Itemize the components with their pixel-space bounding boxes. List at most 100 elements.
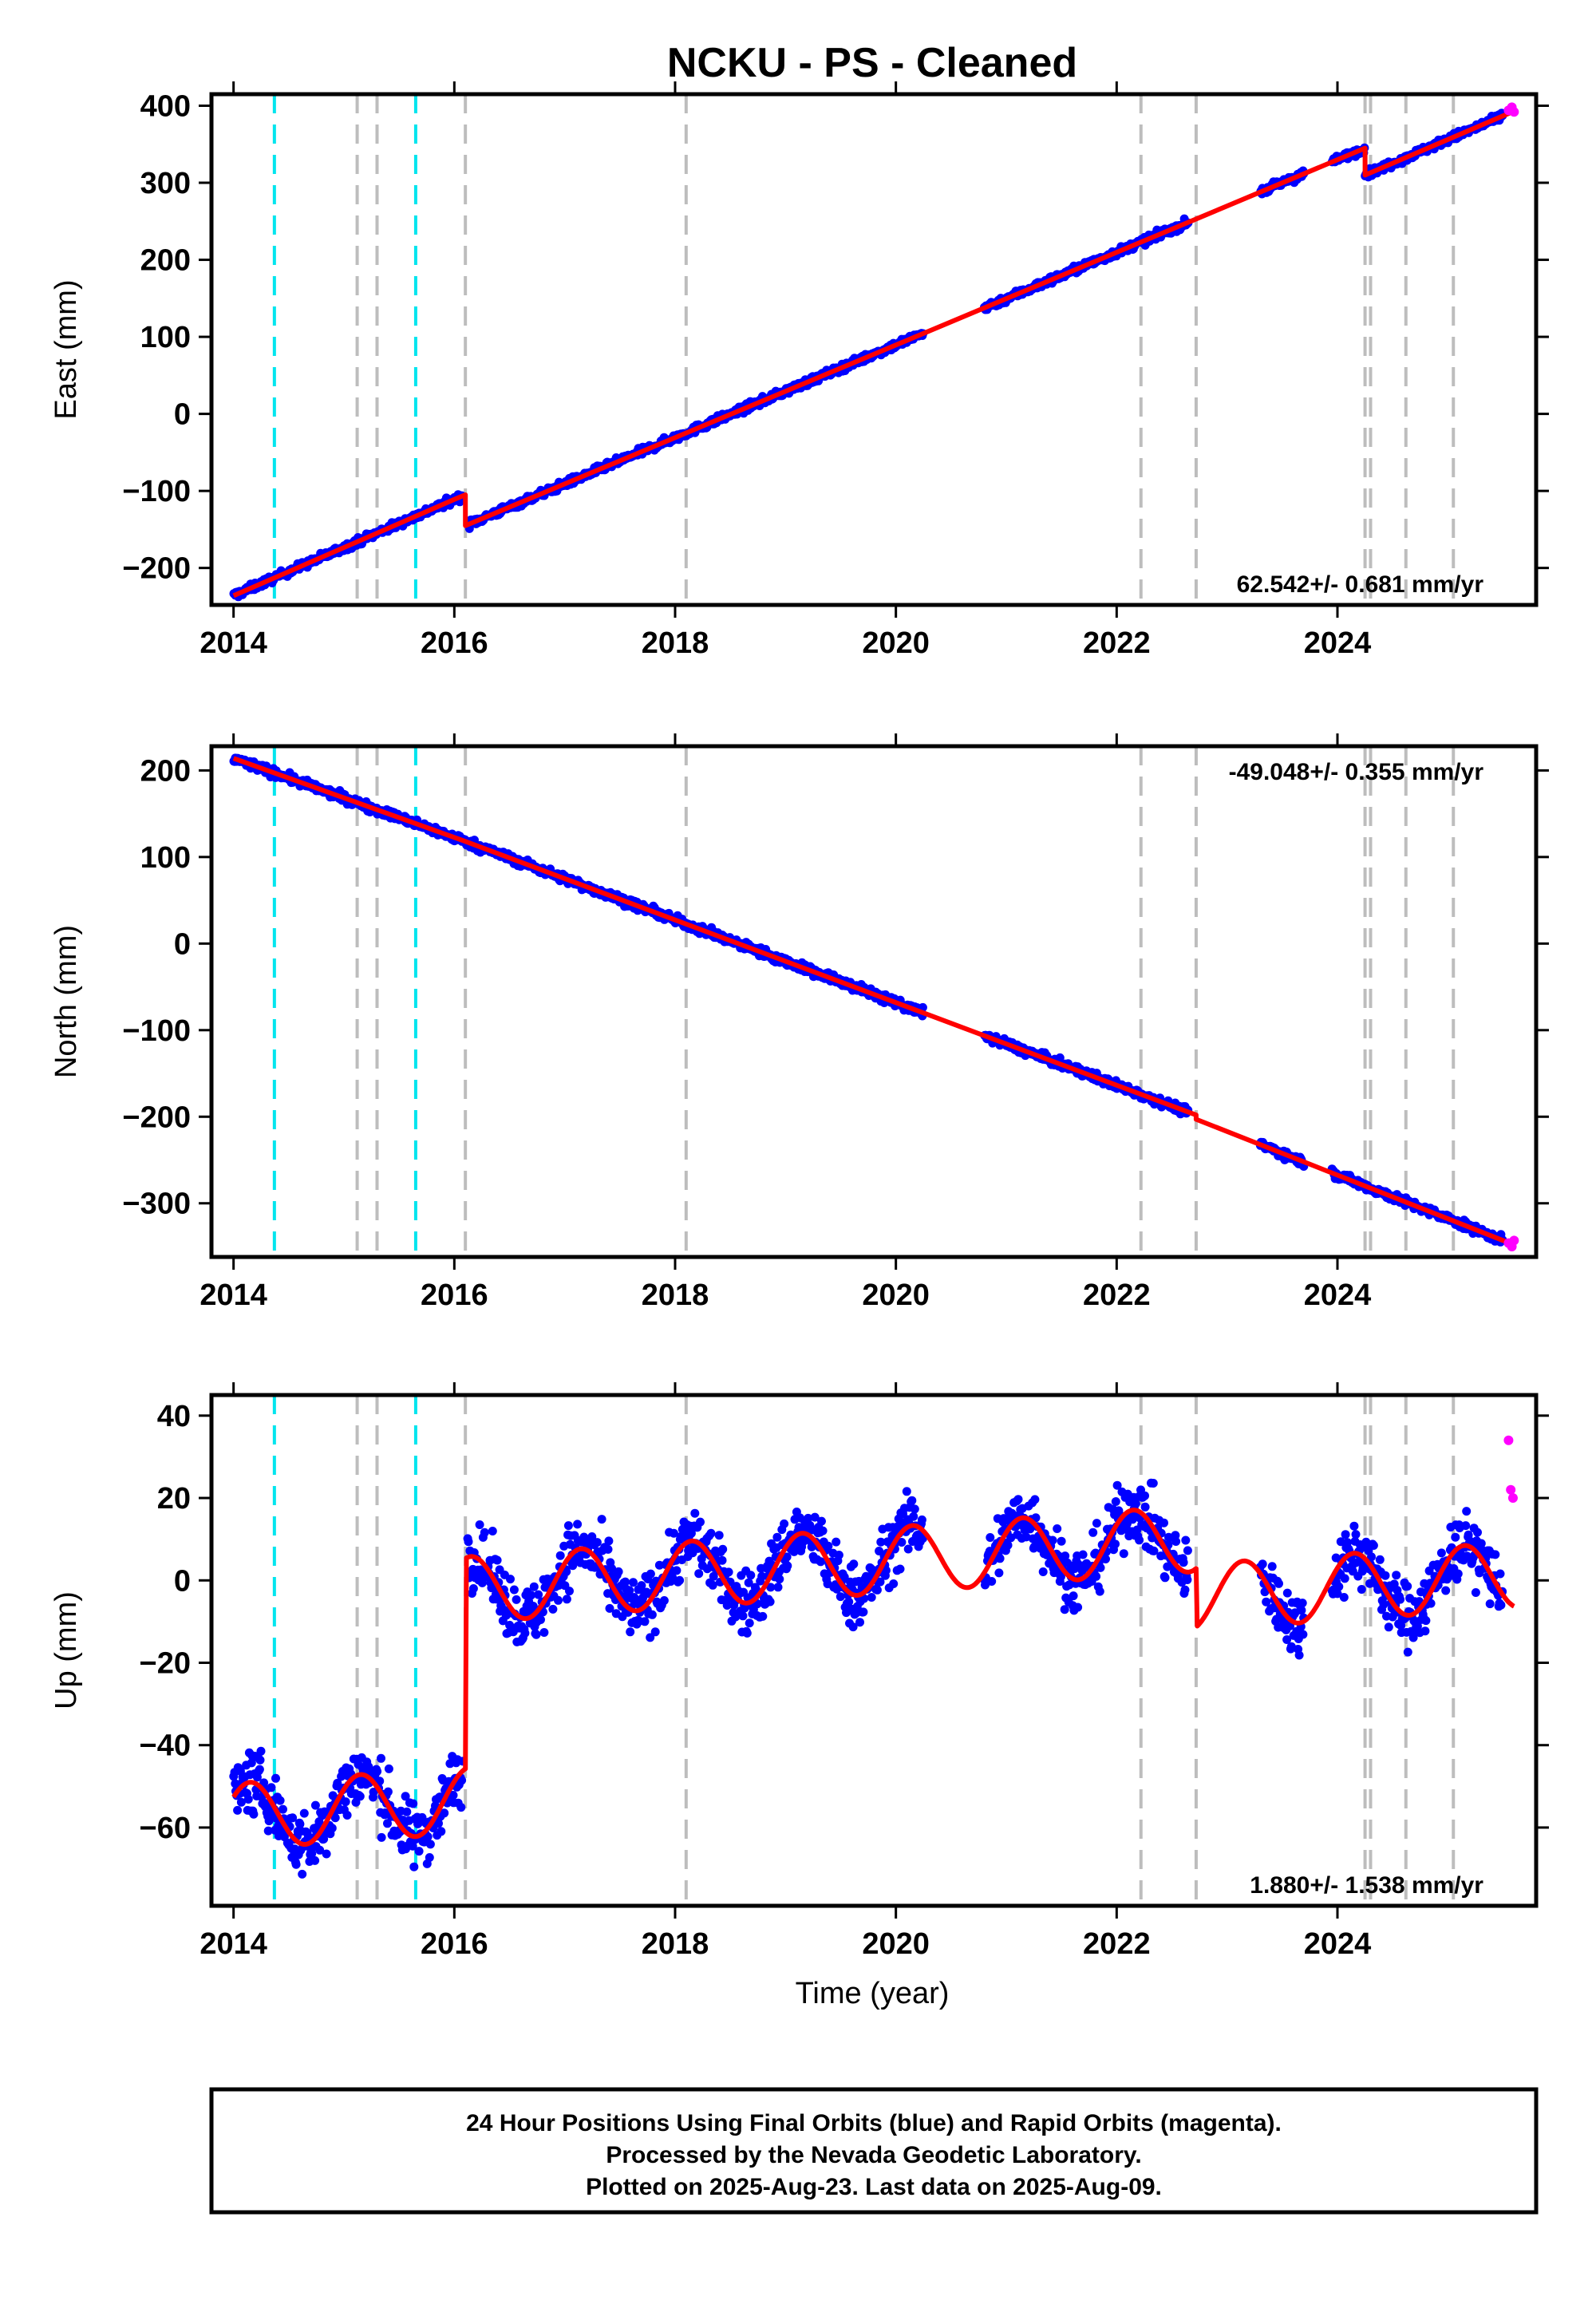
up-rapid-point-1	[1506, 1484, 1516, 1495]
up-point-63	[275, 1796, 285, 1805]
up-point-24	[247, 1758, 256, 1768]
up-point-243	[408, 1841, 417, 1851]
up-point-920	[910, 1504, 919, 1514]
up-rapid-point-2	[1507, 1493, 1518, 1504]
up-point-1111	[1111, 1497, 1120, 1506]
up-point-27	[249, 1809, 259, 1819]
up-point-646	[709, 1571, 718, 1581]
up-point-1342	[1381, 1571, 1390, 1580]
up-point-654	[714, 1531, 724, 1540]
up-point-526	[621, 1577, 630, 1587]
up-point-747	[783, 1561, 792, 1571]
up-point-298	[448, 1791, 458, 1800]
up-point-37	[256, 1746, 266, 1756]
east-ytick-label--200: −200	[122, 552, 191, 586]
up-point-1287	[1340, 1574, 1349, 1583]
up-point-1310	[1357, 1585, 1366, 1594]
up-point-264	[423, 1832, 433, 1841]
up-point-548	[637, 1581, 646, 1591]
up-point-1097	[1101, 1555, 1110, 1563]
up-point-346	[488, 1527, 497, 1535]
up-point-504	[604, 1536, 614, 1546]
east-xtick-label-2016: 2016	[421, 626, 488, 660]
up-point-1302	[1351, 1530, 1361, 1539]
up-plot-area	[229, 1395, 1518, 1906]
up-point-1143	[1135, 1535, 1144, 1545]
up-point-918	[909, 1512, 918, 1521]
up-point-1193	[1171, 1537, 1181, 1546]
up-point-51	[267, 1783, 276, 1792]
up-xtick-label-2024: 2024	[1304, 1927, 1372, 1961]
up-point-390	[520, 1628, 530, 1638]
north-ytick-label--100: −100	[122, 1014, 191, 1048]
north-xtick-label-2014: 2014	[200, 1279, 267, 1312]
up-xtick-label-2020: 2020	[862, 1927, 930, 1961]
up-point-210	[383, 1787, 393, 1796]
up-point-795	[818, 1526, 828, 1535]
up-point-1037	[1057, 1536, 1066, 1546]
up-point-1042	[1061, 1551, 1070, 1561]
north-xtick-label-2018: 2018	[642, 1279, 709, 1312]
up-point-1178	[1160, 1573, 1170, 1583]
up-point-402	[529, 1582, 539, 1591]
up-point-667	[724, 1567, 733, 1577]
up-ytick-label-0: 0	[174, 1564, 191, 1598]
up-point-689	[740, 1603, 749, 1613]
up-point-643	[706, 1528, 716, 1538]
footer-line-1: 24 Hour Positions Using Final Orbits (bl…	[466, 2110, 1282, 2136]
up-point-1288	[1341, 1530, 1350, 1539]
up-point-401	[528, 1602, 538, 1611]
up-rate-label: 1.880+/- 1.538 mm/yr	[1250, 1872, 1483, 1899]
up-point-989	[1021, 1532, 1031, 1542]
up-point-408	[534, 1590, 543, 1599]
up-point-1059	[1073, 1603, 1083, 1612]
up-point-1498	[1495, 1569, 1505, 1579]
east-xtick-label-2014: 2014	[200, 626, 267, 660]
up-point-1390	[1416, 1587, 1425, 1597]
up-point-813	[832, 1537, 841, 1547]
up-point-211	[384, 1764, 393, 1773]
up-point-117	[315, 1845, 325, 1855]
up-point-628	[696, 1517, 705, 1527]
up-point-746	[782, 1552, 792, 1562]
up-point-1323	[1367, 1552, 1376, 1562]
up-point-1424	[1441, 1586, 1451, 1595]
up-point-850	[859, 1607, 868, 1617]
up-point-517	[614, 1567, 623, 1576]
up-point-724	[766, 1583, 776, 1592]
up-point-252	[414, 1847, 424, 1856]
up-point-567	[650, 1627, 660, 1637]
up-point-1080	[1088, 1528, 1098, 1537]
up-point-665	[722, 1601, 732, 1610]
up-point-784	[810, 1512, 820, 1522]
up-frame	[209, 1393, 1539, 1908]
up-point-335	[480, 1528, 489, 1537]
up-point-1001	[1030, 1495, 1040, 1504]
north-plot-area	[229, 746, 1519, 1257]
up-point-352	[492, 1555, 502, 1565]
up-point-768	[798, 1537, 808, 1547]
up-point-378	[512, 1595, 521, 1604]
up-point-1066	[1078, 1550, 1088, 1559]
up-point-964	[1003, 1540, 1013, 1550]
up-point-1162	[1148, 1479, 1158, 1488]
up-point-861	[867, 1593, 876, 1602]
panel-east: 2014 2016 2018 2020 2022 2024−200−10001002003…	[49, 81, 1549, 660]
up-point-152	[341, 1797, 350, 1807]
up-ytick-label-40: 40	[157, 1400, 191, 1433]
east-xtick-label-2020: 2020	[862, 626, 930, 660]
up-point-245	[409, 1862, 419, 1871]
up-point-398	[527, 1591, 535, 1600]
up-point-1372	[1403, 1582, 1412, 1591]
up-point-1451	[1461, 1521, 1471, 1531]
up-point-676	[731, 1612, 741, 1622]
up-point-110	[310, 1856, 320, 1865]
up-point-344	[487, 1583, 496, 1593]
up-point-90	[295, 1820, 305, 1829]
up-point-1404	[1426, 1599, 1436, 1608]
up-point-450	[565, 1587, 574, 1596]
north-axis-label: North (mm)	[49, 925, 83, 1078]
up-point-1089	[1095, 1587, 1104, 1596]
up-point-1206	[1181, 1535, 1191, 1545]
up-point-1213	[1258, 1559, 1267, 1569]
